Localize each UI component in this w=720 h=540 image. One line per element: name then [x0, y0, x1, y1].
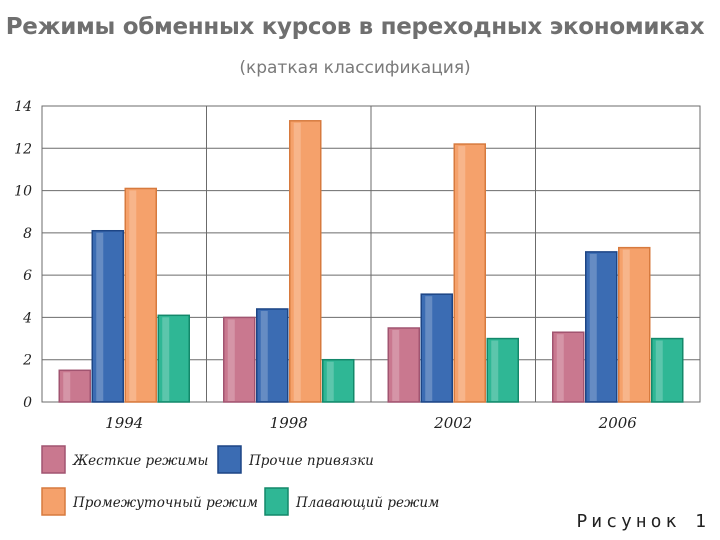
bar-highlight — [655, 340, 663, 401]
bar-highlight — [129, 190, 137, 401]
legend-swatch — [41, 487, 66, 516]
bar-highlight — [227, 319, 235, 401]
legend-label: Промежуточный режим — [72, 495, 258, 511]
bar-highlight — [556, 334, 564, 401]
bar — [486, 337, 519, 403]
bar — [420, 293, 453, 403]
bar — [618, 246, 651, 403]
legend-swatch — [217, 445, 242, 474]
bar-highlight — [589, 253, 597, 401]
y-tick-label: 4 — [22, 310, 32, 326]
legend-swatch — [264, 487, 289, 516]
y-tick-label: 2 — [22, 353, 32, 369]
chart-title: Режимы обменных курсов в переходных экон… — [5, 14, 705, 40]
bar-highlight — [260, 310, 268, 401]
category-label: 2006 — [598, 414, 638, 432]
category-label: 2002 — [433, 414, 472, 432]
y-tick-label: 0 — [23, 395, 32, 411]
legend-label: Плавающий режим — [295, 495, 439, 511]
y-tick-label: 6 — [23, 268, 32, 284]
chart-subtitle: (краткая классификация) — [239, 58, 471, 78]
category-label: 1994 — [105, 414, 143, 432]
bar — [91, 229, 124, 403]
legend-label: Жесткие режимы — [72, 453, 208, 469]
bar — [651, 337, 684, 403]
bar-highlight — [425, 296, 433, 401]
bar-highlight — [293, 122, 301, 402]
bar — [289, 120, 322, 403]
bar-highlight — [491, 340, 499, 401]
bar-highlight — [622, 249, 630, 401]
bar-highlight — [63, 372, 71, 401]
bar — [223, 316, 256, 403]
bar — [58, 369, 91, 403]
category-label: 1998 — [270, 414, 308, 432]
bar-highlight — [96, 232, 104, 401]
y-tick-label: 14 — [14, 99, 32, 115]
bar-highlight — [162, 317, 170, 401]
bar — [322, 358, 355, 403]
bar — [256, 308, 289, 403]
legend-label: Прочие привязки — [248, 453, 374, 469]
bar-highlight — [458, 146, 466, 401]
y-tick-label: 10 — [14, 184, 32, 200]
bar-highlight — [392, 330, 400, 401]
bar — [585, 251, 618, 403]
bar — [124, 187, 157, 403]
y-tick-label: 12 — [14, 141, 32, 157]
legend-swatch — [41, 445, 66, 474]
bar — [157, 314, 190, 403]
bar — [453, 143, 486, 403]
figure-label: Рисунок 1 — [554, 503, 716, 538]
y-tick-label: 8 — [23, 226, 32, 242]
bar — [387, 327, 420, 403]
bar — [552, 331, 585, 403]
bar-highlight — [326, 361, 334, 401]
